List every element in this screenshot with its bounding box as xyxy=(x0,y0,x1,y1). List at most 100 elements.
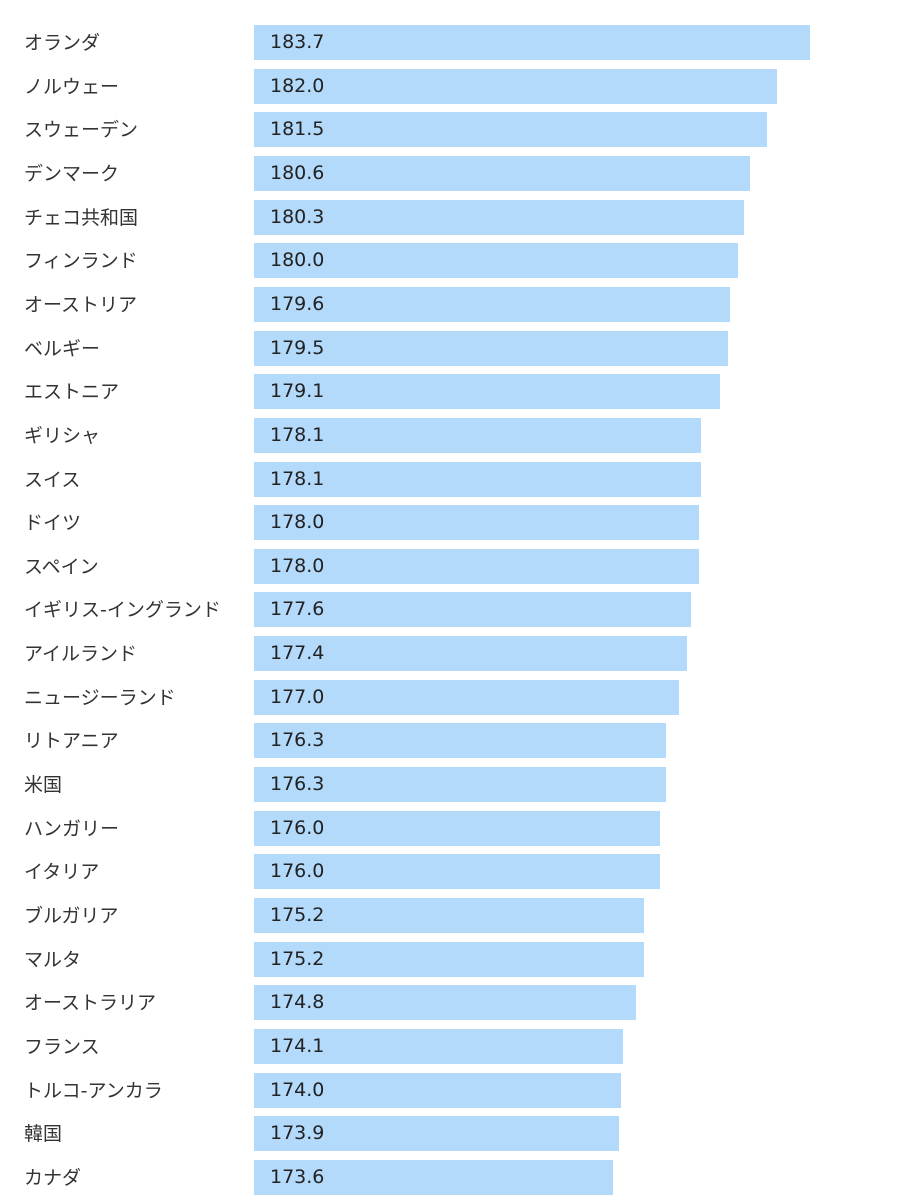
bar xyxy=(254,156,750,191)
bar-row: イタリア 176.0 xyxy=(0,854,906,898)
category-label: オランダ xyxy=(24,32,101,54)
category-label: リトアニア xyxy=(24,730,119,752)
bar-row: チェコ共和国 180.3 xyxy=(0,200,906,244)
bar xyxy=(254,985,636,1020)
value-label: 179.5 xyxy=(270,337,325,359)
bar xyxy=(254,592,691,627)
bar xyxy=(254,418,701,453)
bar-row: 韓国 173.9 xyxy=(0,1116,906,1160)
value-label: 180.3 xyxy=(270,206,325,228)
value-label: 183.7 xyxy=(270,31,325,53)
bar xyxy=(254,767,666,802)
value-label: 179.1 xyxy=(270,380,325,402)
value-label: 174.1 xyxy=(270,1035,325,1057)
bar xyxy=(254,25,810,60)
bar-row: オーストリア 179.6 xyxy=(0,287,906,331)
category-label: 韓国 xyxy=(24,1123,63,1145)
bar-row: ブルガリア 175.2 xyxy=(0,898,906,942)
bar-row: オランダ 183.7 xyxy=(0,25,906,69)
bar xyxy=(254,1029,623,1064)
category-label: オーストリア xyxy=(24,294,138,316)
bar xyxy=(254,200,744,235)
bar-row: ノルウェー 182.0 xyxy=(0,69,906,113)
category-label: マルタ xyxy=(24,949,82,971)
value-label: 173.6 xyxy=(270,1166,325,1188)
value-label: 175.2 xyxy=(270,904,325,926)
value-label: 177.0 xyxy=(270,686,325,708)
value-label: 175.2 xyxy=(270,948,325,970)
value-label: 178.1 xyxy=(270,468,325,490)
bar-row: ハンガリー 176.0 xyxy=(0,811,906,855)
category-label: ブルガリア xyxy=(24,905,119,927)
value-label: 173.9 xyxy=(270,1122,325,1144)
category-label: フランス xyxy=(24,1036,100,1058)
bar-row: イギリス-イングランド 177.6 xyxy=(0,592,906,636)
bar xyxy=(254,549,699,584)
category-label: スイス xyxy=(24,469,81,491)
bar xyxy=(254,287,730,322)
bar xyxy=(254,854,660,889)
value-label: 178.0 xyxy=(270,555,325,577)
bar xyxy=(254,680,679,715)
category-label: イタリア xyxy=(24,861,100,883)
bar-row: フランス 174.1 xyxy=(0,1029,906,1073)
value-label: 181.5 xyxy=(270,118,325,140)
bar-row: マルタ 175.2 xyxy=(0,942,906,986)
category-label: チェコ共和国 xyxy=(24,207,139,229)
value-label: 180.6 xyxy=(270,162,325,184)
bar-row: ニュージーランド 177.0 xyxy=(0,680,906,724)
bar-row: スイス 178.1 xyxy=(0,462,906,506)
value-label: 177.6 xyxy=(270,598,325,620)
bar xyxy=(254,811,660,846)
category-label: スウェーデン xyxy=(24,119,139,141)
bar xyxy=(254,723,666,758)
category-label: ハンガリー xyxy=(24,818,120,840)
bar xyxy=(254,331,728,366)
bar-row: トルコ-アンカラ 174.0 xyxy=(0,1073,906,1117)
value-label: 182.0 xyxy=(270,75,325,97)
bar xyxy=(254,374,720,409)
bar-row: ドイツ 178.0 xyxy=(0,505,906,549)
category-label: ドイツ xyxy=(24,512,82,534)
bar-row: カナダ 173.6 xyxy=(0,1160,906,1204)
category-label: デンマーク xyxy=(24,163,120,185)
value-label: 178.1 xyxy=(270,424,325,446)
bar-row: ギリシャ 178.1 xyxy=(0,418,906,462)
category-label: エストニア xyxy=(24,381,120,403)
value-label: 178.0 xyxy=(270,511,325,533)
category-label: ニュージーランド xyxy=(24,687,176,709)
bar xyxy=(254,462,701,497)
category-label: トルコ-アンカラ xyxy=(24,1080,163,1102)
bar-row: エストニア 179.1 xyxy=(0,374,906,418)
bar xyxy=(254,243,738,278)
category-label: カナダ xyxy=(24,1167,82,1189)
bar-row: リトアニア 176.3 xyxy=(0,723,906,767)
value-label: 177.4 xyxy=(270,642,325,664)
bar-row: ベルギー 179.5 xyxy=(0,331,906,375)
bar-row: スペイン 178.0 xyxy=(0,549,906,593)
bar xyxy=(254,112,767,147)
bar xyxy=(254,898,644,933)
bar-row: アイルランド 177.4 xyxy=(0,636,906,680)
bar-row: 米国 176.3 xyxy=(0,767,906,811)
category-label: アイルランド xyxy=(24,643,138,665)
value-label: 176.3 xyxy=(270,773,325,795)
value-label: 180.0 xyxy=(270,249,325,271)
value-label: 174.0 xyxy=(270,1079,325,1101)
category-label: 米国 xyxy=(24,774,63,796)
value-label: 176.0 xyxy=(270,817,325,839)
category-label: ノルウェー xyxy=(24,76,120,98)
bar xyxy=(254,636,687,671)
bar xyxy=(254,1160,613,1195)
bar xyxy=(254,69,777,104)
bar xyxy=(254,1116,619,1151)
value-label: 174.8 xyxy=(270,991,325,1013)
category-label: ベルギー xyxy=(24,338,101,360)
bar-row: スウェーデン 181.5 xyxy=(0,112,906,156)
bar xyxy=(254,1073,621,1108)
bar-row: オーストラリア 174.8 xyxy=(0,985,906,1029)
bar xyxy=(254,505,699,540)
category-label: ギリシャ xyxy=(24,425,101,447)
value-label: 176.3 xyxy=(270,729,325,751)
